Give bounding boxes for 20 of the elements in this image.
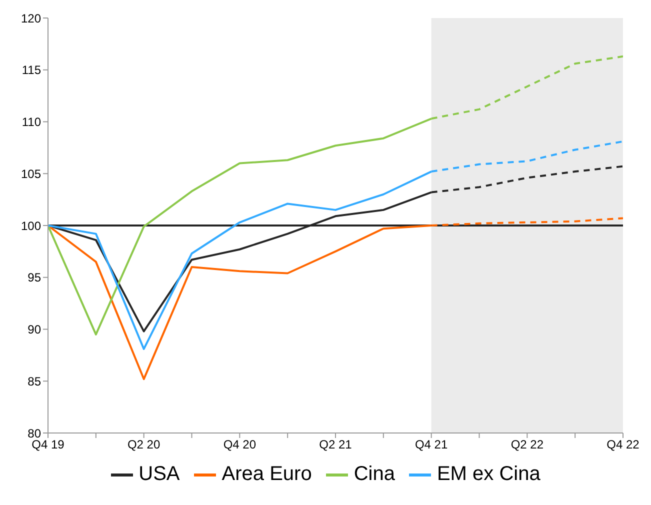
x-tick-label: Q2 21 [319, 438, 352, 452]
y-tick-label: 110 [22, 115, 42, 130]
y-tick-label: 90 [28, 322, 42, 337]
legend-label: USA [138, 463, 180, 486]
y-tick-label: 100 [20, 218, 42, 233]
x-tick-label: Q4 21 [414, 438, 448, 452]
y-tick-label: 105 [20, 166, 42, 181]
y-tick-label: 80 [28, 426, 42, 440]
y-tick-label: 115 [22, 63, 42, 78]
x-tick-label: Q2 22 [510, 438, 544, 452]
y-tick-label: 95 [28, 270, 42, 285]
x-tick-label: Q4 22 [606, 438, 640, 452]
y-tick-label: 120 [20, 11, 42, 26]
x-tick-label: Q4 20 [223, 438, 256, 452]
x-tick-label: Q2 20 [127, 438, 160, 452]
y-tick-label: 85 [28, 374, 42, 388]
legend-label: EM ex Cina [436, 463, 540, 486]
legend-label: Cina [354, 463, 395, 486]
legend-label: Area Euro [222, 463, 312, 486]
x-tick-label: Q4 19 [32, 438, 65, 452]
